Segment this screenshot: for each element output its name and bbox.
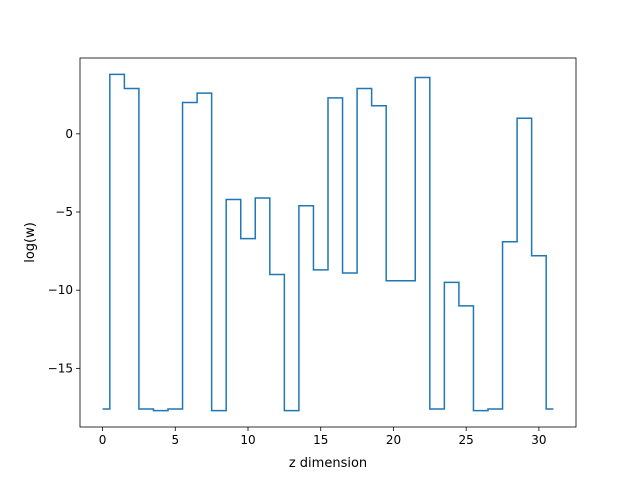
series-layer — [102, 73, 554, 412]
series-line-0 — [102, 73, 554, 412]
y-tick-label: −5 — [55, 205, 73, 219]
x-tick-label: 30 — [531, 433, 546, 447]
x-tick-label: 0 — [99, 433, 107, 447]
x-tick-label: 20 — [386, 433, 401, 447]
plot-frame — [79, 57, 577, 428]
x-axis: 0 5 10 15 20 25 30 — [99, 427, 547, 447]
x-tick-label: 10 — [240, 433, 255, 447]
y-axis: −15 −10 −5 0 — [48, 127, 80, 375]
x-tick-label: 5 — [171, 433, 179, 447]
x-tick-label: 15 — [313, 433, 328, 447]
y-tick-label: −15 — [48, 361, 73, 375]
x-axis-label: z dimension — [289, 456, 367, 471]
x-tick-label: 25 — [459, 433, 474, 447]
y-tick-label: 0 — [65, 127, 73, 141]
y-axis-label: log(w) — [23, 222, 38, 263]
y-tick-label: −10 — [48, 283, 73, 297]
